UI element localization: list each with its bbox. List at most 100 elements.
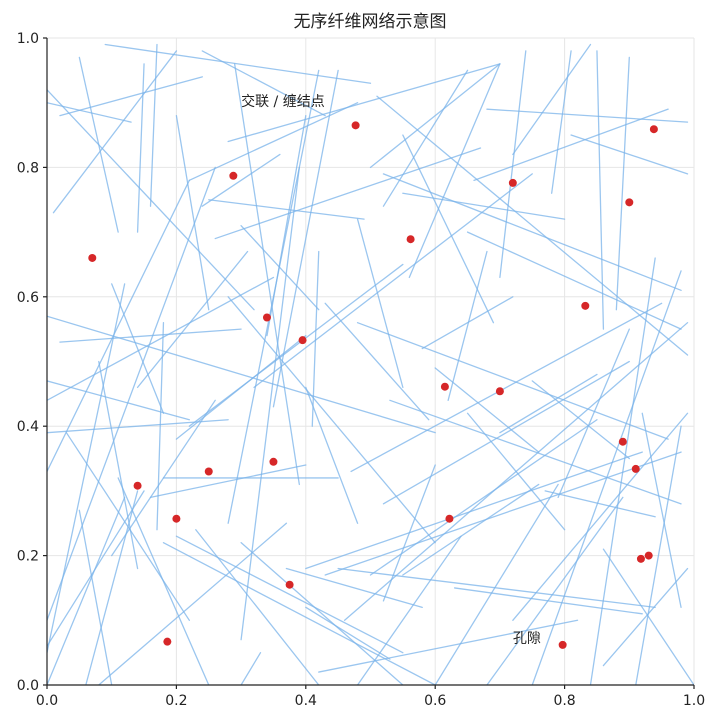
x-tick-label: 0.4 xyxy=(295,693,317,709)
crosslink-node xyxy=(625,198,634,207)
fiber-line xyxy=(376,95,689,356)
x-tick-label: 0.6 xyxy=(424,693,446,709)
crosslink-node xyxy=(172,514,181,523)
crosslink-node xyxy=(445,514,454,523)
crosslink-node xyxy=(644,551,653,560)
fiber-line xyxy=(149,43,158,207)
fiber-line xyxy=(47,496,126,685)
fiber-line xyxy=(389,399,682,505)
fiber-line xyxy=(175,535,404,654)
fiber-line xyxy=(486,496,624,685)
fiber-line xyxy=(466,231,682,330)
crosslink-node xyxy=(618,437,627,446)
y-tick-label: 0.0 xyxy=(17,678,39,694)
y-tick-label: 0.8 xyxy=(17,160,39,176)
crosslink-node xyxy=(558,640,567,649)
fiber-line xyxy=(402,192,566,220)
fiber-line xyxy=(47,276,275,401)
fiber-line xyxy=(596,50,605,330)
x-tick-label: 0.0 xyxy=(36,693,58,709)
fiber-line xyxy=(195,529,320,685)
crosslink-node xyxy=(351,121,360,130)
fiber-line xyxy=(570,134,689,175)
fiber-line xyxy=(602,548,694,685)
y-tick-label: 0.2 xyxy=(17,549,39,565)
crosslink-node xyxy=(285,580,294,589)
fiber-line xyxy=(78,56,119,233)
fiber-line xyxy=(47,166,216,621)
annotation-label: 交联 / 缠结点 xyxy=(241,93,325,110)
fiber-line xyxy=(136,63,145,233)
node-layer xyxy=(88,121,658,649)
fiber-line xyxy=(589,257,656,685)
fiber-line xyxy=(233,63,300,486)
fiber-line xyxy=(47,315,436,434)
crosslink-node xyxy=(440,382,449,391)
fiber-line xyxy=(615,56,630,311)
fiber-line xyxy=(227,296,436,544)
crosslink-node xyxy=(406,235,415,244)
crosslink-node xyxy=(581,301,590,310)
fiber-line xyxy=(453,587,643,615)
fiber-line xyxy=(253,173,533,389)
fiber-line xyxy=(305,451,643,570)
fiber-line xyxy=(47,102,132,123)
fiber-line xyxy=(499,50,527,279)
fiber-line xyxy=(544,490,656,518)
fiber-line xyxy=(369,63,501,169)
fiber-line xyxy=(59,328,242,343)
fiber-line xyxy=(382,360,630,505)
y-tick-labels: 0.0 0.2 0.4 0.6 0.8 1.0 xyxy=(17,31,47,694)
fiber-line xyxy=(162,542,436,685)
fiber-line xyxy=(104,43,372,84)
fiber-line xyxy=(98,522,288,685)
fiber-line xyxy=(201,50,326,117)
fiber-line xyxy=(240,542,404,685)
fiber-line xyxy=(240,652,262,685)
fiber-line xyxy=(602,567,689,667)
fiber-line xyxy=(408,63,501,279)
fiber-line xyxy=(343,322,689,621)
fiber-line xyxy=(512,43,592,156)
fiber-line xyxy=(318,619,579,673)
x-tick-label: 0.8 xyxy=(553,693,575,709)
fiber-line xyxy=(188,102,359,181)
fiber-line xyxy=(227,63,501,143)
fiber-line xyxy=(356,218,404,389)
fiber-line xyxy=(356,322,669,440)
fiber-line xyxy=(382,69,469,207)
crosslink-node xyxy=(508,178,517,187)
fiber-line xyxy=(421,296,514,350)
fiber-line xyxy=(356,535,462,685)
fiber-layer xyxy=(47,43,694,685)
fiber-line xyxy=(240,166,300,641)
crosslink-node xyxy=(649,125,658,134)
fiber-line xyxy=(227,69,320,524)
fiber-line xyxy=(47,380,190,421)
fiber-line xyxy=(117,477,210,685)
fiber-line xyxy=(98,360,139,570)
fiber-line xyxy=(149,464,307,499)
fiber-line xyxy=(402,483,540,576)
y-tick-label: 0.4 xyxy=(17,419,39,435)
crosslink-node xyxy=(229,171,238,180)
fiber-line xyxy=(201,153,281,207)
fiber-line xyxy=(434,483,559,685)
fiber-line xyxy=(635,425,682,685)
fiber-line xyxy=(272,69,339,408)
fiber-line xyxy=(641,412,682,609)
x-tick-labels: 0.0 0.2 0.4 0.6 0.8 1.0 xyxy=(36,685,705,709)
fiber-line xyxy=(305,606,391,660)
x-tick-label: 1.0 xyxy=(683,693,705,709)
y-tick-label: 0.6 xyxy=(17,290,39,306)
fiber-line xyxy=(208,199,365,220)
crosslink-node xyxy=(269,457,278,466)
crosslink-node xyxy=(495,387,504,396)
fiber-line xyxy=(434,367,540,453)
fiber-line xyxy=(337,567,656,609)
x-tick-label: 0.2 xyxy=(165,693,187,709)
fiber-line xyxy=(499,373,598,434)
fiber-line xyxy=(285,567,423,609)
fiber-line xyxy=(447,250,488,401)
